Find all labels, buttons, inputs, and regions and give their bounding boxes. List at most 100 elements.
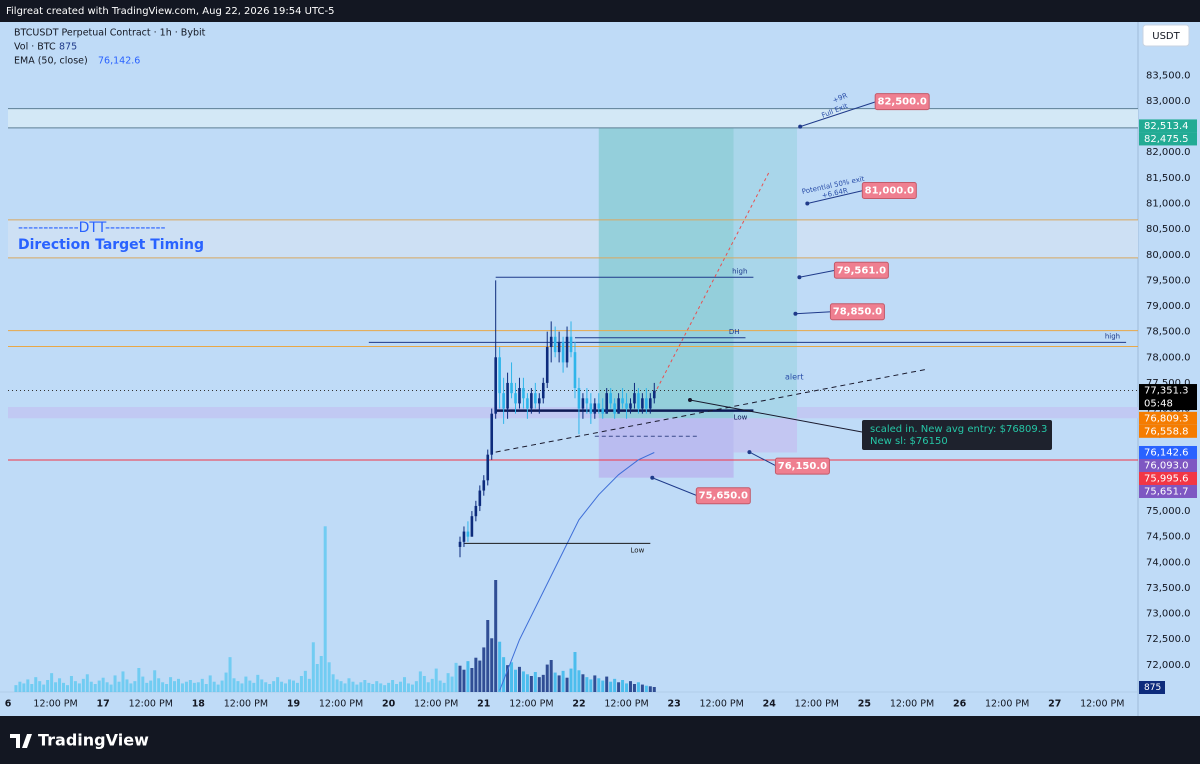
callout-label: 79,561.0	[837, 265, 886, 276]
volume-bar	[93, 684, 97, 692]
volume-bar	[454, 662, 458, 692]
x-tick-label: 21	[477, 699, 490, 710]
volume-bar	[295, 682, 299, 692]
volume-bar	[517, 666, 521, 692]
callout-box	[695, 487, 751, 505]
candle-body	[486, 454, 490, 481]
x-tick-label: 12:00 PM	[890, 699, 934, 710]
candle-body	[549, 336, 553, 348]
x-tick-label: 26	[953, 699, 967, 710]
volume-bar	[26, 679, 30, 692]
candle-body	[545, 347, 549, 383]
callout-point	[797, 275, 802, 280]
callout-connector	[800, 101, 877, 128]
y-tick-label: 73,000.0	[1146, 609, 1191, 620]
candle-body	[645, 398, 648, 409]
volume-bar	[161, 682, 165, 692]
volume-bar	[105, 682, 109, 692]
candle-body	[474, 505, 478, 517]
callout-point	[805, 201, 810, 206]
volume-bar	[101, 677, 105, 692]
volume-bar	[486, 620, 490, 692]
volume-bar	[125, 679, 129, 692]
callout-box	[774, 457, 830, 475]
volume-bar	[153, 670, 157, 692]
volume-bar	[323, 526, 327, 692]
volume-bar	[636, 682, 640, 692]
candle-body	[458, 541, 462, 547]
volume-bar	[426, 682, 430, 692]
volume-bar	[42, 684, 46, 692]
volume-bar	[335, 679, 339, 692]
volume-bar	[176, 678, 180, 692]
volume-bar	[521, 671, 525, 692]
volume-bar	[466, 661, 470, 692]
candle-body	[593, 403, 597, 414]
level-label: DH	[729, 328, 740, 336]
candle-body	[613, 403, 616, 414]
candle-body	[490, 413, 494, 455]
trendline	[495, 368, 928, 453]
volume-bar	[145, 682, 149, 692]
x-tick-label: 27	[1048, 699, 1061, 710]
price-label: 75,995.6	[1144, 473, 1189, 484]
volume-bar	[474, 657, 478, 692]
volume-bar	[303, 670, 307, 692]
volume-bar	[446, 673, 450, 692]
volume-bar	[65, 685, 69, 692]
volume-bar	[652, 687, 656, 692]
volume-bar	[347, 678, 351, 692]
price-label: 75,651.7	[1144, 486, 1189, 497]
x-tick-label: 25	[858, 699, 871, 710]
volume-bar	[628, 681, 632, 692]
price-label: 76,093.0	[1144, 460, 1189, 471]
volume-bar	[470, 668, 474, 692]
volume-bar	[402, 677, 406, 692]
volume-bar	[391, 680, 395, 692]
price-label-box	[1139, 384, 1197, 411]
candle-body	[633, 393, 636, 404]
volume-bar	[557, 675, 561, 692]
volume-bar	[613, 678, 617, 692]
callout-box	[829, 303, 885, 321]
volume-bar	[502, 657, 506, 692]
callout-point	[798, 124, 803, 129]
volume-bar	[383, 685, 387, 692]
callout-point	[747, 450, 752, 455]
volume-bar	[593, 675, 597, 692]
y-tick-label: 80,000.0	[1146, 250, 1191, 261]
callout-connector	[652, 477, 698, 497]
volume-bar	[359, 682, 363, 692]
volume-bar	[442, 682, 446, 692]
volume-bar	[34, 677, 38, 692]
candle-body	[526, 398, 529, 409]
callout-box	[874, 93, 930, 111]
volume-bar	[129, 683, 133, 692]
callout-label: 78,850.0	[833, 307, 882, 318]
currency[interactable]: USDT	[1152, 31, 1180, 42]
volume-bar	[240, 683, 244, 692]
callout-connector	[749, 451, 777, 467]
volume-bar	[73, 681, 77, 692]
candle-body	[537, 398, 541, 404]
volume-bar	[69, 676, 73, 692]
volume-bar	[299, 676, 303, 692]
volume-bar	[351, 681, 355, 692]
candle-body	[609, 393, 612, 404]
volume-bar	[192, 682, 196, 692]
level-label: high	[1105, 332, 1120, 340]
volume-bar	[184, 681, 188, 692]
y-tick-label: 78,500.0	[1146, 327, 1191, 338]
volume-bar	[573, 652, 577, 692]
volume-bar	[77, 683, 81, 692]
candle-body	[637, 393, 640, 409]
volume-bar	[406, 683, 410, 692]
candle-body	[510, 382, 513, 394]
volume-bar	[632, 684, 636, 692]
price-label-box	[1139, 484, 1197, 498]
volume-bar	[284, 683, 288, 692]
currency-box[interactable]	[1142, 24, 1190, 47]
y-tick-label: 83,500.0	[1146, 70, 1191, 81]
x-tick-label: 12:00 PM	[795, 699, 839, 710]
volume-bar	[224, 672, 228, 692]
